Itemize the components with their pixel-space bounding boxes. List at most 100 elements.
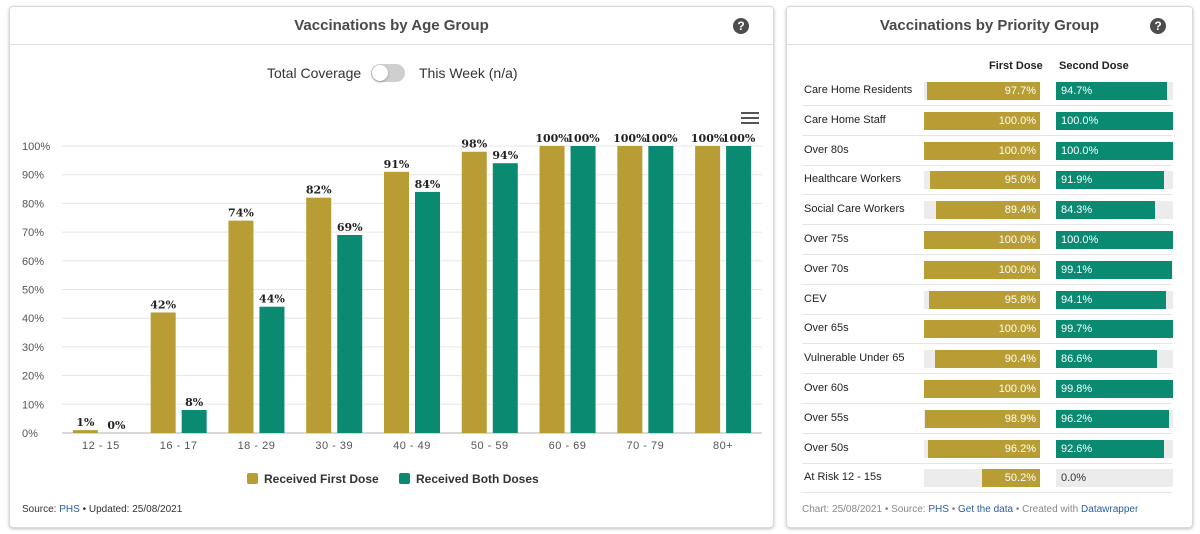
datawrapper-link[interactable]: Datawrapper [1081, 504, 1139, 515]
x-tick-label: 30 - 39 [315, 440, 353, 452]
first-dose-value: 95.0% [1004, 174, 1036, 187]
second-dose-bar[interactable] [1056, 350, 1158, 369]
first-dose-bar[interactable] [928, 290, 1040, 309]
bar-both-doses[interactable] [726, 146, 752, 433]
footer-link-phs[interactable]: PHS [928, 504, 949, 515]
hamburger-menu-icon[interactable] [741, 112, 759, 126]
bar-first-dose[interactable] [617, 146, 643, 433]
bar-data-label: 100% [691, 132, 725, 145]
priority-row: At Risk 12 - 15s 50.2% 0.0% [802, 463, 1173, 494]
coverage-toggle-switch[interactable] [371, 64, 405, 82]
bar-first-dose[interactable] [461, 151, 487, 434]
y-tick-label: 100% [22, 141, 50, 153]
priority-row: Care Home Residents 97.7% 94.7% [802, 76, 1173, 106]
priority-group-label: Healthcare Workers [804, 173, 901, 186]
first-dose-value: 50.2% [1004, 472, 1036, 485]
second-dose-value: 92.6% [1061, 442, 1093, 455]
bar-data-label: 100% [535, 132, 569, 145]
bar-first-dose[interactable] [539, 146, 565, 433]
help-circle-icon[interactable]: ? [1150, 18, 1166, 34]
legend-item-first-dose[interactable]: Received First Dose [247, 472, 379, 486]
bar-first-dose[interactable] [72, 430, 98, 433]
legend-swatch-second [399, 473, 410, 484]
first-dose-bar[interactable] [924, 260, 1040, 279]
priority-row: Over 80s 100.0% 100.0% [802, 136, 1173, 166]
legend-label-second: Received Both Doses [416, 472, 539, 486]
bar-both-doses[interactable] [259, 306, 285, 433]
bar-first-dose[interactable] [150, 312, 176, 433]
second-dose-value: 96.2% [1061, 412, 1093, 425]
bar-both-doses[interactable] [648, 146, 674, 433]
bar-both-doses[interactable] [570, 146, 596, 433]
first-dose-track: 100.0% [924, 320, 1040, 339]
help-circle-icon[interactable]: ? [733, 18, 749, 34]
second-dose-bar[interactable] [1056, 260, 1172, 279]
bar-data-label: 44% [259, 293, 285, 306]
get-the-data-link[interactable]: Get the data [958, 504, 1014, 515]
first-dose-track: 100.0% [924, 141, 1040, 160]
bar-first-dose[interactable] [228, 220, 254, 433]
bar-data-label: 100% [722, 132, 756, 145]
first-dose-bar[interactable] [925, 409, 1040, 428]
first-dose-bar[interactable] [981, 469, 1040, 488]
priority-row: Over 75s 100.0% 100.0% [802, 225, 1173, 255]
second-dose-bar[interactable] [1056, 320, 1173, 339]
second-dose-track: 99.7% [1056, 320, 1173, 339]
bar-data-label: 74% [228, 207, 254, 220]
x-tick-label: 70 - 79 [626, 440, 664, 452]
priority-row: CEV 95.8% 94.1% [802, 285, 1173, 315]
source-prefix: Source: [22, 504, 60, 515]
second-dose-bar[interactable] [1056, 141, 1173, 160]
bar-first-dose[interactable] [384, 171, 409, 433]
priority-group-label: Over 65s [804, 322, 849, 335]
second-dose-bar[interactable] [1056, 82, 1167, 100]
priority-panel-title: Vaccinations by Priority Group [879, 17, 1100, 34]
second-dose-bar[interactable] [1056, 111, 1173, 130]
y-tick-label: 30% [22, 342, 44, 354]
first-dose-bar[interactable] [928, 439, 1040, 458]
first-dose-bar[interactable] [929, 171, 1040, 190]
first-dose-value: 97.7% [1004, 85, 1036, 97]
source-link-phs[interactable]: PHS [59, 504, 80, 515]
second-dose-bar[interactable] [1056, 171, 1164, 190]
x-tick-label: 50 - 59 [471, 440, 509, 452]
second-dose-value: 100.0% [1061, 114, 1099, 127]
priority-row: Over 70s 100.0% 99.1% [802, 255, 1173, 285]
second-dose-bar[interactable] [1056, 409, 1169, 428]
first-dose-bar[interactable] [924, 320, 1040, 339]
y-tick-label: 0% [22, 428, 38, 440]
second-dose-bar[interactable] [1056, 201, 1155, 220]
x-tick-label: 12 - 15 [82, 440, 120, 452]
second-dose-track: 100.0% [1056, 141, 1173, 160]
bar-both-doses[interactable] [181, 410, 207, 433]
second-dose-bar[interactable] [1056, 380, 1173, 398]
footer-created-with: • Created with [1013, 504, 1082, 515]
bar-first-dose[interactable] [695, 146, 721, 433]
first-dose-bar[interactable] [936, 201, 1040, 220]
bar-both-doses[interactable] [337, 234, 363, 433]
first-dose-bar[interactable] [924, 141, 1040, 160]
chart-footer: Chart: 25/08/2021 • Source: PHS • Get th… [802, 504, 1138, 515]
first-dose-bar[interactable] [935, 350, 1040, 369]
bar-both-doses[interactable] [492, 163, 518, 433]
second-dose-track: 99.8% [1056, 380, 1173, 398]
second-dose-track: 94.7% [1056, 82, 1173, 100]
bar-data-label: 94% [492, 149, 518, 162]
bar-both-doses[interactable] [415, 191, 440, 433]
priority-group-label: Over 50s [804, 441, 849, 454]
second-dose-bar[interactable] [1056, 439, 1165, 458]
priority-group-label: Over 75s [804, 233, 849, 245]
y-tick-label: 70% [22, 227, 44, 239]
priority-panel-header: Vaccinations by Priority Group ? [787, 7, 1192, 45]
second-dose-bar[interactable] [1056, 231, 1173, 249]
legend-item-both-doses[interactable]: Received Both Doses [399, 472, 539, 486]
bar-first-dose[interactable] [306, 197, 332, 433]
second-dose-value: 91.9% [1061, 174, 1093, 187]
priority-row: Over 60s 100.0% 99.8% [802, 374, 1173, 404]
first-dose-bar[interactable] [924, 111, 1040, 130]
second-dose-bar[interactable] [1056, 290, 1167, 309]
first-dose-bar[interactable] [924, 380, 1040, 398]
first-dose-bar[interactable] [926, 82, 1040, 100]
first-dose-bar[interactable] [924, 231, 1040, 249]
first-dose-track: 98.9% [924, 409, 1040, 428]
